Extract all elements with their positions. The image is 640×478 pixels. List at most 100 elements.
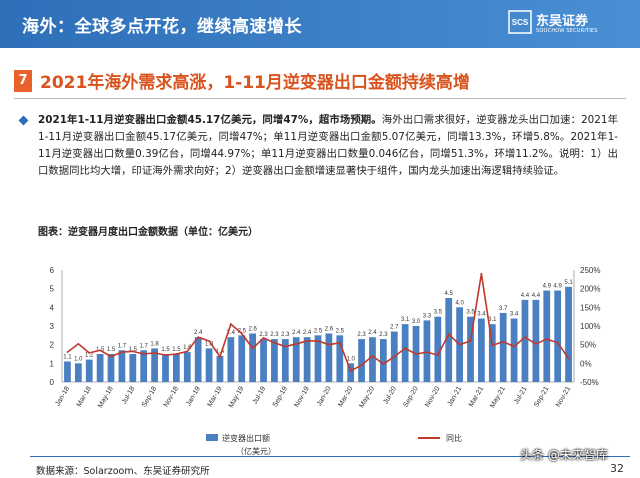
y-right-tick-label: 50% [580,341,596,350]
bar-export-amount [543,290,551,382]
line-point-yoy [393,355,396,358]
bar-data-label: 2.4 [194,330,203,336]
line-point-yoy [121,351,123,354]
x-tick-label: Mar-20 [337,385,354,408]
bar-data-label: 1.8 [150,341,159,347]
x-tick-label: Jan-20 [316,385,333,407]
header-bar: 海外：全球多点开花，继续高速增长 SCS 东吴证券 SOOCHOW SECURI… [0,0,640,48]
y-left-tick-label: 0 [50,378,55,387]
bar-data-label: 2.4 [303,330,312,336]
bar-data-label: 3.5 [466,310,475,316]
line-point-yoy [295,343,298,345]
bar-export-amount [85,359,93,382]
logo-name-en: SOOCHOW SECURITIES [536,28,598,34]
bar-export-amount [510,318,518,382]
bar-export-amount [478,318,485,382]
bar-export-amount [369,337,376,382]
line-point-yoy [360,364,363,367]
footer-divider [30,456,630,457]
y-left-tick-label: 1 [50,359,55,368]
bar-data-label: 1.7 [140,343,149,349]
line-point-yoy [567,357,570,360]
bar-data-label: 2.3 [259,332,268,338]
bar-data-label: 4.9 [553,284,562,290]
x-tick-label: Jan-19 [185,385,202,407]
line-point-yoy [110,355,112,358]
y-left-tick-label: 5 [50,285,55,294]
legend-bar-label: 逆变器出口额 [222,433,270,443]
x-tick-label: Jul-19 [252,385,268,405]
bar-data-label: 3.1 [401,317,410,323]
bar-export-amount [358,339,365,382]
bar-data-label: 1.1 [63,354,72,360]
legend-bar-swatch [206,434,218,441]
bullet-diamond-icon [18,115,29,126]
x-tick-label: Sep-18 [141,385,158,408]
bar-export-amount [554,290,562,382]
line-point-yoy [327,343,330,346]
line-point-yoy [404,347,407,350]
body-paragraph: 2021年1-11月逆变器出口金额45.17亿美元，同增47%，超市场预期。海外… [38,112,618,180]
bar-data-label: 1.6 [183,345,192,351]
bar-export-amount [325,333,333,382]
bar-data-label: 2.6 [248,326,257,332]
bar-data-label: 4.0 [455,300,464,306]
bar-data-label: 1.4 [216,349,225,355]
body-lead: 2021年1-11月逆变器出口金额45.17亿美元，同增47%，超市场预期。 [38,114,382,126]
logo-mark-text: SCS [512,18,529,27]
logo-mark-icon: SCS [508,10,532,34]
bar-data-label: 2.7 [390,325,399,331]
y-right-tick-label: 200% [580,285,600,294]
x-tick-label: Jul-21 [513,385,529,405]
bar-data-label: 5.1 [564,280,573,286]
line-point-yoy [284,345,287,348]
x-tick-label: Jan-21 [447,385,464,407]
bar-export-amount [107,354,115,382]
x-tick-label: May-18 [97,385,115,409]
y-left-tick-label: 3 [50,322,55,331]
bar-data-label: 2.3 [270,332,279,338]
line-point-yoy [371,354,374,357]
bar-data-label: 1.5 [107,347,116,353]
legend-line-label: 同比 [446,433,462,443]
x-tick-label: Jan-18 [54,385,71,407]
x-tick-label: Nov-19 [293,385,310,408]
line-point-yoy [382,363,385,365]
watermark: 头条 @未来智库 [520,448,608,462]
bar-export-amount [314,335,322,382]
page-title: 海外：全球多点开花，继续高速增长 [22,17,302,37]
x-tick-label: Jul-20 [382,385,398,405]
bar-data-label: 1.8 [205,341,214,347]
y-left-tick-label: 6 [50,266,55,275]
bar-export-amount [227,337,235,382]
y-left-tick-label: 4 [50,303,55,312]
y-right-tick-label: 150% [580,303,600,312]
bar-export-amount [118,350,126,382]
bar-export-amount [467,316,474,382]
x-tick-label: May-20 [358,385,376,409]
section-number: 7 [14,70,32,92]
line-point-yoy [469,340,472,342]
bar-export-amount [292,337,300,382]
logo-name-cn: 东吴证券 [536,14,589,29]
line-point-yoy [99,349,102,352]
bar-data-label: 4.4 [532,293,541,299]
line-point-yoy [556,341,559,344]
line-point-yoy [447,333,450,336]
line-point-yoy [458,343,461,346]
data-source: 数据来源：Solarzoom、东吴证券研究所 [36,466,210,477]
line-point-yoy [251,347,254,350]
bar-export-amount [205,348,213,382]
bar-data-label: 2.5 [238,328,247,334]
bar-data-label: 2.3 [281,332,290,338]
bar-data-label: 2.5 [314,328,323,334]
y-right-tick-label: 0% [580,359,592,368]
line-point-yoy [415,353,417,355]
line-point-yoy [545,338,548,340]
line-point-yoy [273,341,276,344]
x-tick-label: Jul-18 [121,385,137,405]
bar-export-amount [488,324,496,382]
bar-data-label: 3.0 [412,319,421,325]
line-point-yoy [349,369,352,372]
bar-export-amount [521,299,529,382]
